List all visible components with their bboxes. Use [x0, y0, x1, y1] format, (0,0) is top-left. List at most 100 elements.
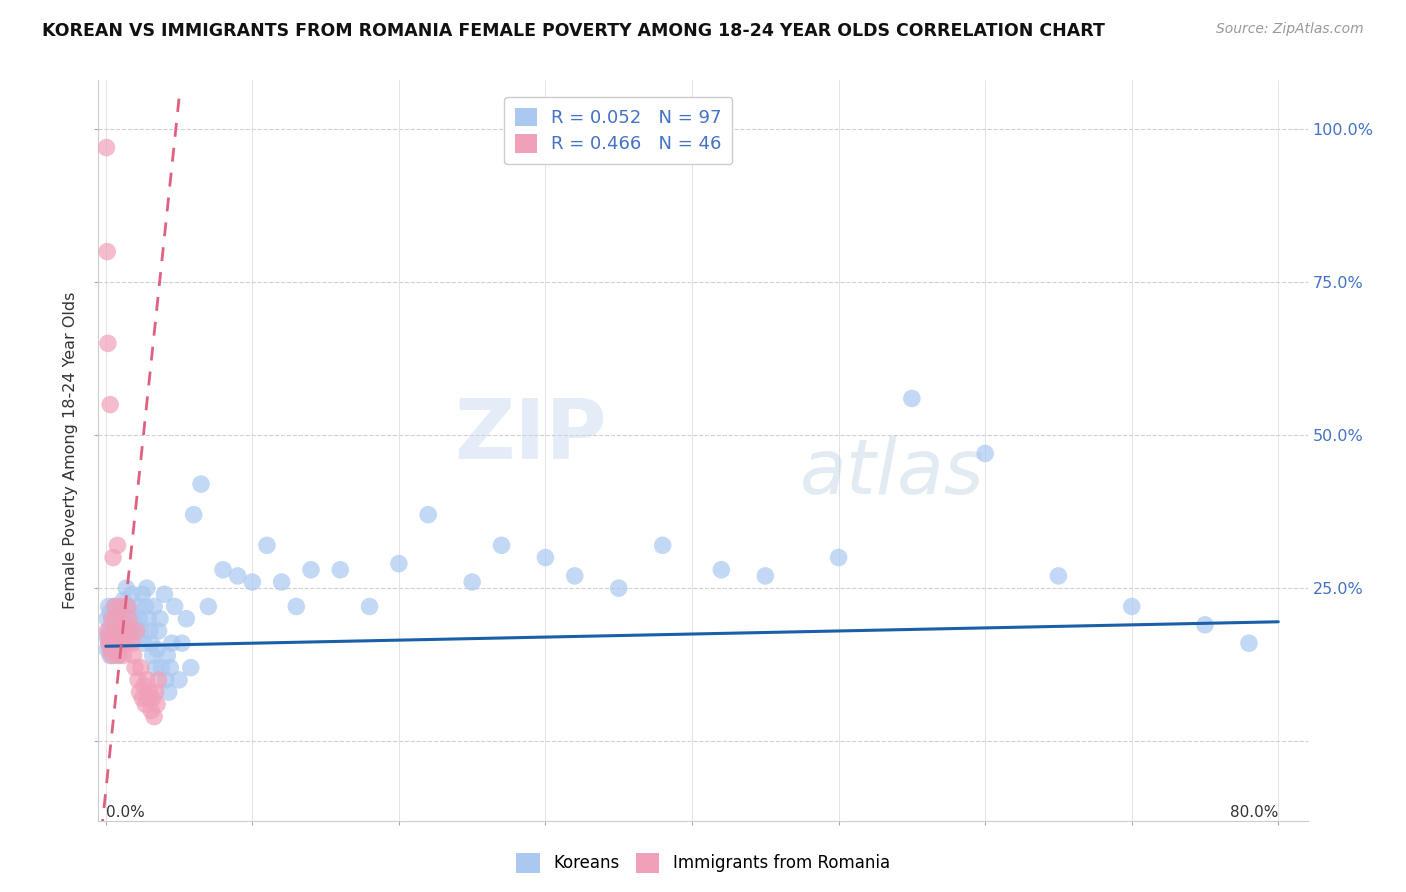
Point [150, 661, 173, 675]
Point [170, 636, 193, 650]
Point [103, 599, 125, 614]
Point [122, 648, 145, 663]
Point [157, 685, 180, 699]
Point [97, 630, 120, 644]
Point [112, 593, 135, 607]
Point [97, 636, 120, 650]
Point [135, 581, 157, 595]
Point [183, 508, 205, 522]
Point [134, 599, 156, 614]
Point [143, 599, 166, 614]
Point [564, 569, 586, 583]
Point [98, 642, 121, 657]
Point [117, 599, 139, 614]
Point [105, 642, 128, 657]
Point [100, 612, 122, 626]
Point [97, 599, 120, 614]
Point [96, 244, 118, 259]
Point [115, 581, 138, 595]
Point [128, 612, 150, 626]
Point [149, 612, 172, 626]
Point [125, 624, 148, 638]
Point [329, 563, 352, 577]
Point [155, 673, 177, 687]
Point [96, 642, 118, 657]
Point [190, 477, 212, 491]
Point [226, 569, 249, 583]
Point [101, 612, 124, 626]
Point [98, 636, 121, 650]
Point [100, 617, 122, 632]
Point [96, 624, 118, 638]
Point [132, 636, 155, 650]
Point [111, 636, 134, 650]
Point [108, 636, 131, 650]
Point [256, 538, 278, 552]
Point [103, 617, 125, 632]
Legend: Koreans, Immigrants from Romania: Koreans, Immigrants from Romania [509, 847, 897, 880]
Point [142, 648, 165, 663]
Point [129, 624, 152, 638]
Point [96, 630, 118, 644]
Text: ZIP: ZIP [454, 395, 606, 476]
Point [145, 661, 167, 675]
Point [111, 624, 134, 638]
Point [388, 557, 411, 571]
Point [141, 636, 163, 650]
Point [131, 587, 153, 601]
Point [117, 599, 139, 614]
Point [270, 574, 292, 589]
Point [122, 612, 145, 626]
Point [418, 508, 440, 522]
Point [97, 336, 120, 351]
Text: KOREAN VS IMMIGRANTS FROM ROMANIA FEMALE POVERTY AMONG 18-24 YEAR OLDS CORRELATI: KOREAN VS IMMIGRANTS FROM ROMANIA FEMALE… [42, 22, 1105, 40]
Point [461, 574, 484, 589]
Point [101, 550, 124, 565]
Point [146, 698, 169, 712]
Point [160, 636, 183, 650]
Point [105, 612, 128, 626]
Point [98, 648, 121, 663]
Point [827, 550, 849, 565]
Point [180, 661, 202, 675]
Point [96, 612, 118, 626]
Point [121, 636, 143, 650]
Point [145, 685, 167, 699]
Point [111, 612, 134, 626]
Point [108, 648, 131, 663]
Point [148, 624, 170, 638]
Point [124, 617, 146, 632]
Point [138, 685, 160, 699]
Point [212, 563, 235, 577]
Point [1237, 636, 1260, 650]
Point [112, 636, 135, 650]
Point [131, 691, 153, 706]
Point [105, 636, 128, 650]
Point [901, 392, 924, 406]
Point [176, 612, 198, 626]
Point [107, 648, 129, 663]
Point [359, 599, 381, 614]
Point [974, 446, 997, 460]
Point [136, 612, 159, 626]
Point [114, 617, 136, 632]
Point [110, 599, 132, 614]
Point [100, 630, 122, 644]
Point [101, 648, 124, 663]
Point [127, 599, 149, 614]
Point [138, 624, 160, 638]
Point [97, 636, 120, 650]
Point [107, 630, 129, 644]
Point [142, 691, 165, 706]
Point [98, 606, 121, 620]
Point [115, 636, 138, 650]
Point [103, 636, 125, 650]
Point [134, 698, 156, 712]
Point [240, 574, 263, 589]
Point [103, 599, 125, 614]
Point [100, 642, 122, 657]
Point [112, 617, 135, 632]
Point [118, 612, 141, 626]
Point [607, 581, 630, 595]
Point [114, 630, 136, 644]
